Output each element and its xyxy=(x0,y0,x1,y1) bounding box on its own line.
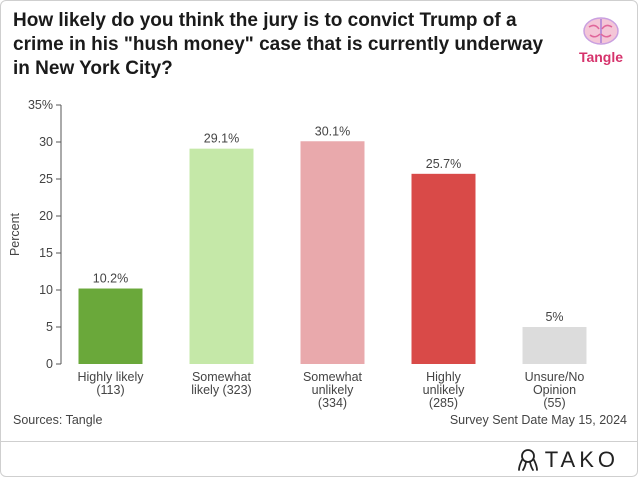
y-tick-label: 25 xyxy=(39,172,53,186)
x-tick-label: (285) xyxy=(429,396,458,410)
data-label: 30.1% xyxy=(315,124,350,138)
data-label: 10.2% xyxy=(93,272,128,286)
x-tick-label: Opinion xyxy=(533,383,576,397)
y-tick-label: 5 xyxy=(46,320,53,334)
data-label: 29.1% xyxy=(204,132,239,146)
x-tick-label: Somewhat xyxy=(192,370,252,384)
bar xyxy=(300,141,365,364)
footer-divider xyxy=(1,441,637,442)
y-tick-label: 20 xyxy=(39,209,53,223)
tako-octopus-icon xyxy=(517,449,538,471)
y-tick-label: 35% xyxy=(28,98,53,112)
x-tick-label: unlikely xyxy=(312,383,354,397)
x-tick-label: unlikely xyxy=(423,383,465,397)
data-label: 5% xyxy=(545,310,563,324)
bar xyxy=(189,148,254,364)
y-tick-label: 30 xyxy=(39,135,53,149)
x-tick-label: Unsure/No xyxy=(525,370,585,384)
bar xyxy=(522,327,587,364)
y-axis-title: Percent xyxy=(8,212,22,256)
bar-chart: 0 5 10 15 20 25 30 35% Percent 10.2% Highly likely… xyxy=(8,98,587,410)
x-tick-label: (113) xyxy=(96,383,124,397)
bar xyxy=(78,288,143,364)
data-label: 25.7% xyxy=(426,157,461,171)
x-tick-label: (334) xyxy=(318,396,347,410)
x-tick-label: Somewhat xyxy=(303,370,363,384)
tangle-logo: Tangle xyxy=(571,15,631,71)
bar xyxy=(411,173,476,364)
y-tick-label: 10 xyxy=(39,283,53,297)
survey-date: Survey Sent Date May 15, 2024 xyxy=(449,413,627,427)
source-note: Sources: Tangle xyxy=(13,413,103,427)
logo-text: Tangle xyxy=(578,49,624,65)
y-tick-label: 15 xyxy=(39,246,53,260)
brain-icon xyxy=(583,17,619,45)
tako-wordmark: TAKO xyxy=(544,447,619,472)
x-tick-label: Highly xyxy=(426,370,461,384)
x-tick-label: likely (323) xyxy=(191,383,251,397)
chart-title: How likely do you think the jury is to c… xyxy=(13,10,544,79)
y-tick-label: 0 xyxy=(46,357,53,371)
tako-brand[interactable]: TAKO xyxy=(517,447,619,473)
x-tick-label: (55) xyxy=(543,396,565,410)
x-tick-label: Highly likely xyxy=(78,370,145,384)
